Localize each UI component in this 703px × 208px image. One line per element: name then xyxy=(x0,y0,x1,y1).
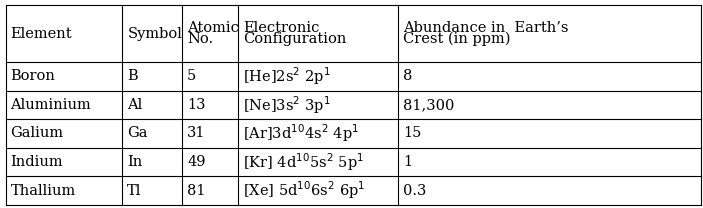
Text: 1: 1 xyxy=(404,155,413,169)
Text: 49: 49 xyxy=(187,155,206,169)
Text: B: B xyxy=(127,69,138,83)
Text: Element: Element xyxy=(11,27,72,41)
Text: 31: 31 xyxy=(187,126,206,140)
Text: Configuration: Configuration xyxy=(243,32,346,46)
Text: 81,300: 81,300 xyxy=(404,98,455,112)
Text: 8: 8 xyxy=(404,69,413,83)
Text: 13: 13 xyxy=(187,98,206,112)
Text: [Kr] 4d$^{10}$5s$^2$ 5p$^1$: [Kr] 4d$^{10}$5s$^2$ 5p$^1$ xyxy=(243,151,364,173)
Text: Thallium: Thallium xyxy=(11,184,76,198)
Text: Crest (in ppm): Crest (in ppm) xyxy=(404,32,511,46)
Text: Aluminium: Aluminium xyxy=(11,98,91,112)
Text: [Ne]3s$^2$ 3p$^1$: [Ne]3s$^2$ 3p$^1$ xyxy=(243,94,330,116)
Text: Ga: Ga xyxy=(127,126,148,140)
Text: 0.3: 0.3 xyxy=(404,184,427,198)
Text: Symbol: Symbol xyxy=(127,27,182,41)
Text: Atomic: Atomic xyxy=(187,21,239,35)
Text: Boron: Boron xyxy=(11,69,56,83)
Text: Al: Al xyxy=(127,98,143,112)
Text: 15: 15 xyxy=(404,126,422,140)
Text: Electronic: Electronic xyxy=(243,21,319,35)
Text: No.: No. xyxy=(187,32,213,46)
Text: Indium: Indium xyxy=(11,155,63,169)
Text: [He]2s$^2$ 2p$^1$: [He]2s$^2$ 2p$^1$ xyxy=(243,66,330,87)
Text: Tl: Tl xyxy=(127,184,142,198)
Text: In: In xyxy=(127,155,143,169)
Text: [Xe] 5d$^{10}$6s$^2$ 6p$^1$: [Xe] 5d$^{10}$6s$^2$ 6p$^1$ xyxy=(243,180,365,202)
Text: Galium: Galium xyxy=(11,126,64,140)
Text: [Ar]3d$^{10}$4s$^2$ 4p$^1$: [Ar]3d$^{10}$4s$^2$ 4p$^1$ xyxy=(243,123,359,144)
Text: Abundance in  Earth’s: Abundance in Earth’s xyxy=(404,21,569,35)
Text: 81: 81 xyxy=(187,184,206,198)
Text: 5: 5 xyxy=(187,69,196,83)
